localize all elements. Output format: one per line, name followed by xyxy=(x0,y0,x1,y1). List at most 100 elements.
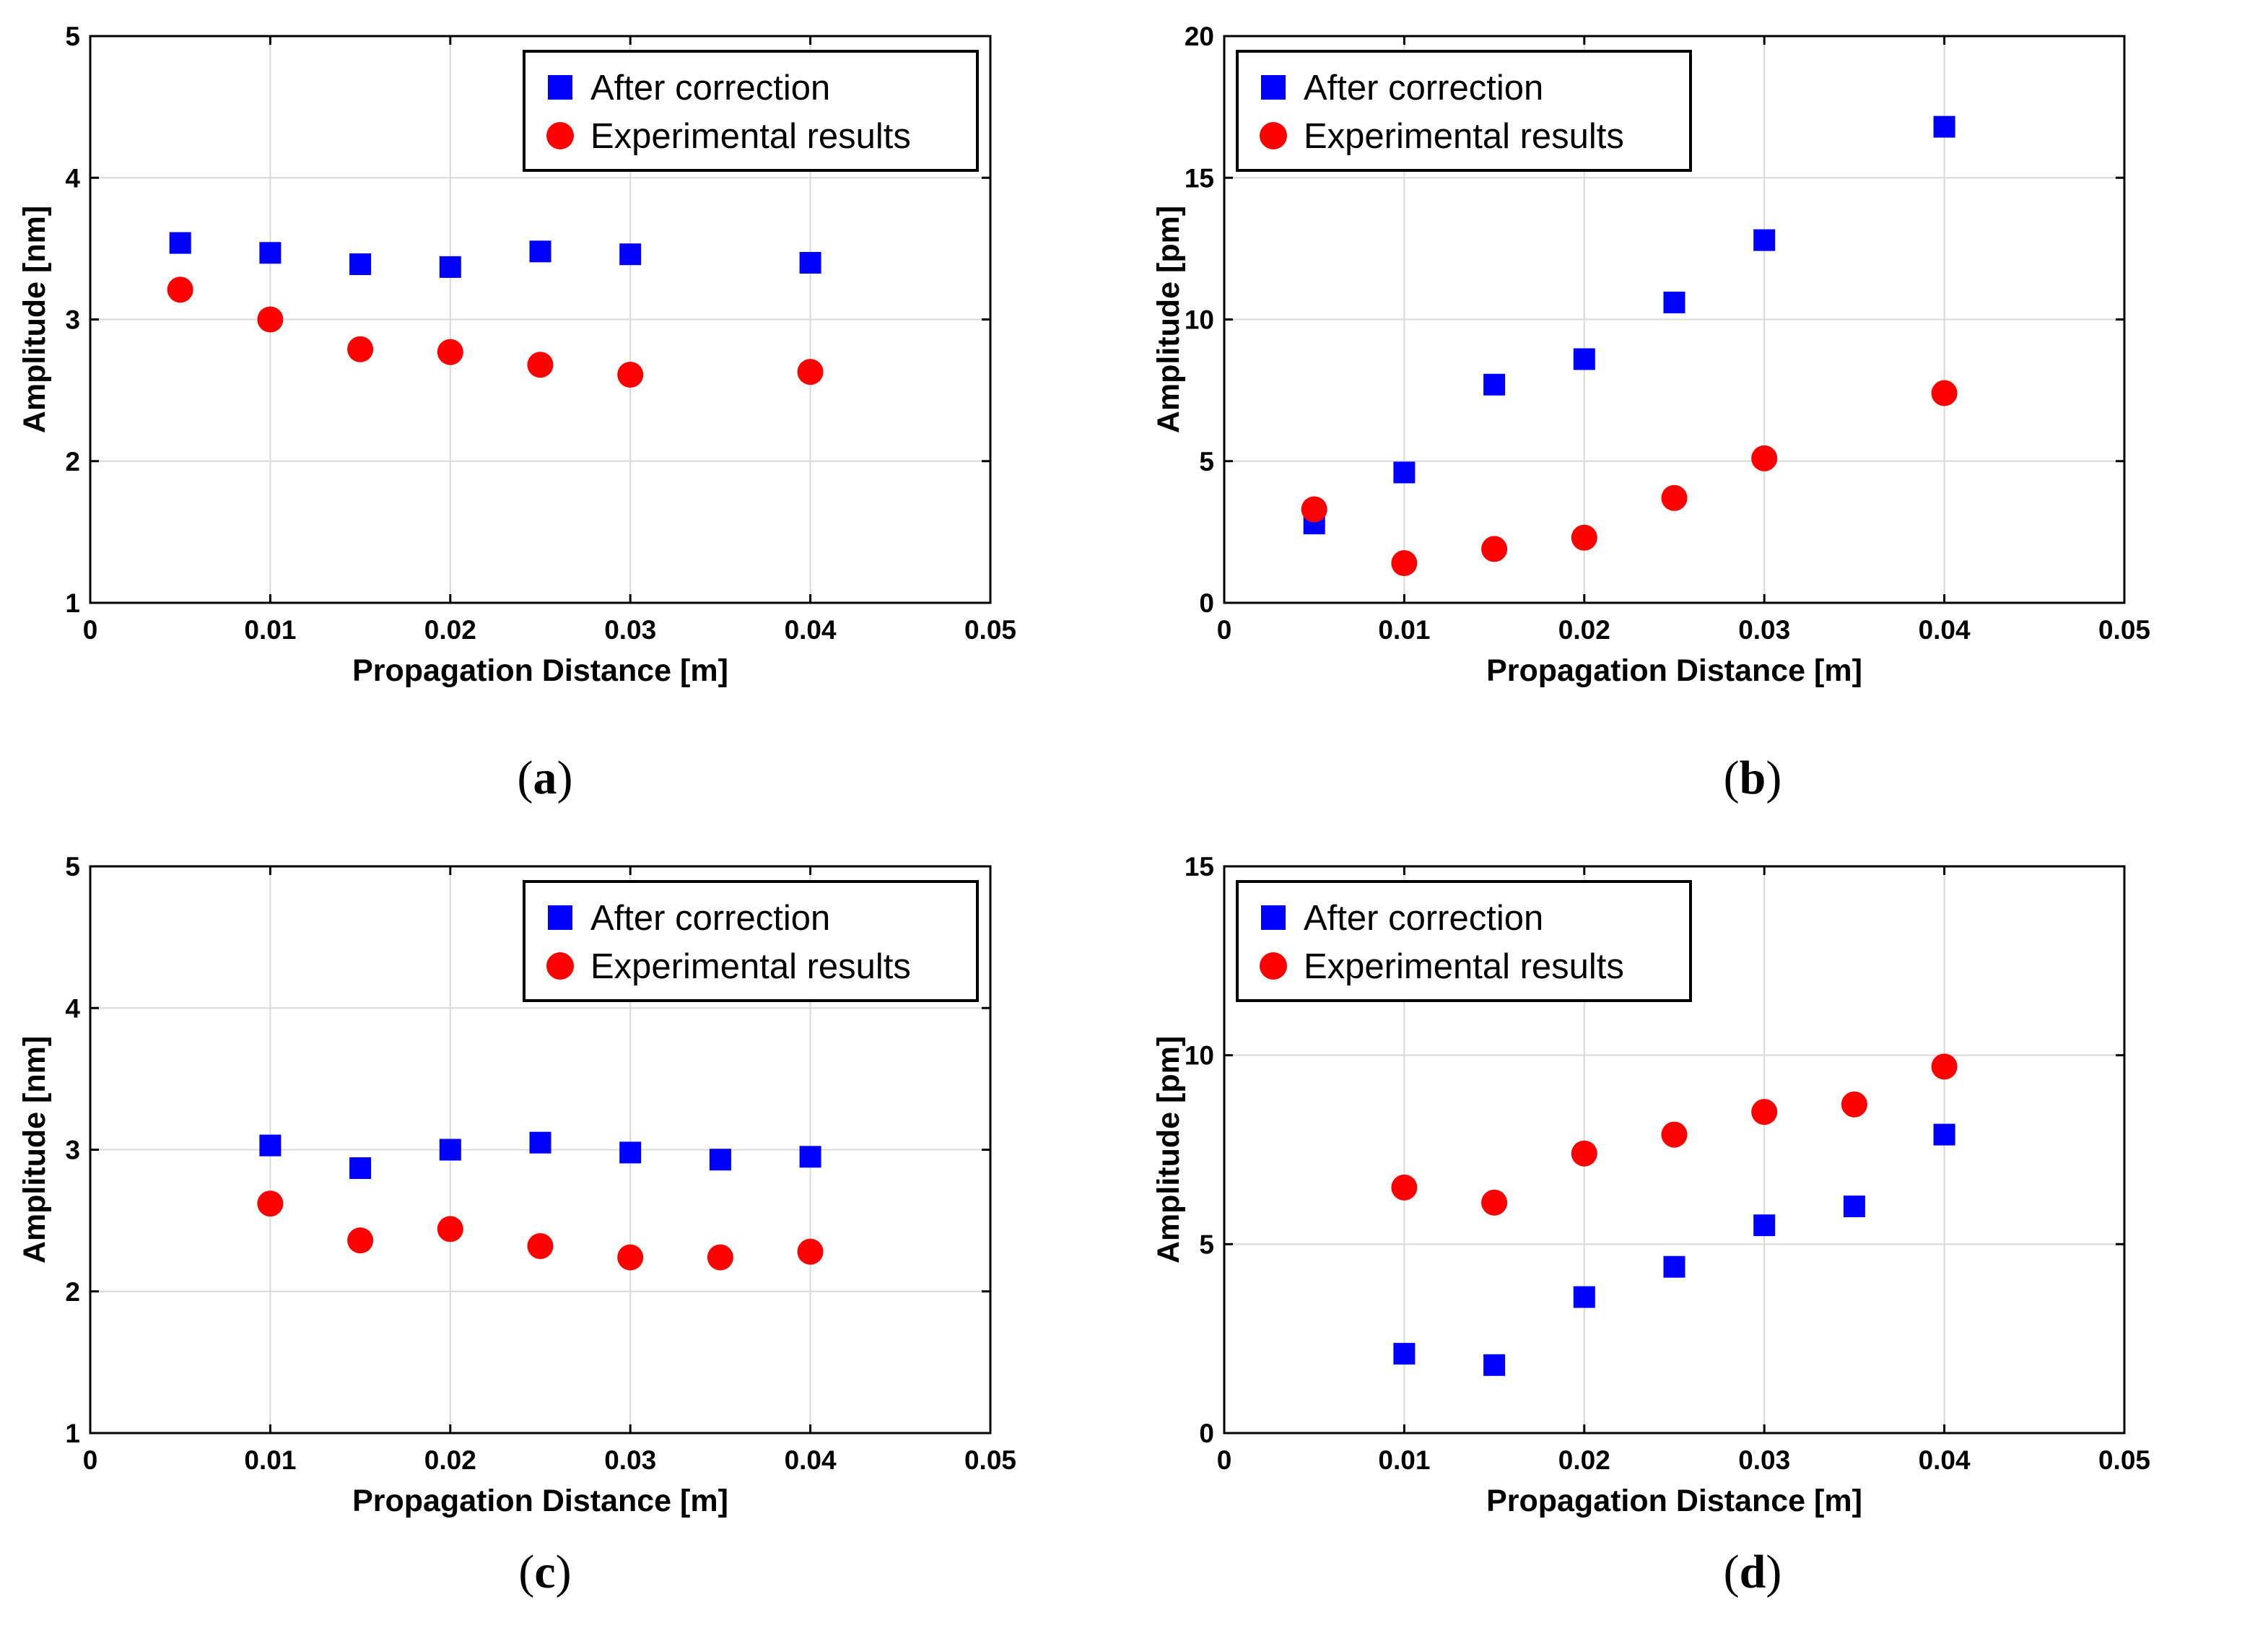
y-tick-label: 4 xyxy=(65,993,80,1023)
y-tick-label: 10 xyxy=(1185,1041,1214,1071)
chart-a: 0 0.01 0.02 0.03 0.04 0.05 1 2 3 4 5 Propagation Di… xyxy=(17,22,1016,688)
data-point-experimental xyxy=(257,306,284,333)
x-axis-label: Propagation Distance [m] xyxy=(1486,653,1862,688)
x-axis-label: Propagation Distance [m] xyxy=(352,653,728,688)
data-point-after-correction xyxy=(1663,1255,1685,1278)
y-tick-label: 4 xyxy=(65,163,80,193)
data-point-after-correction xyxy=(619,243,642,266)
y-axis-label: Amplitude [pm] xyxy=(1151,1036,1186,1263)
data-point-after-correction xyxy=(1933,116,1955,138)
legend-box xyxy=(523,880,979,1002)
legend-label: Experimental results xyxy=(590,117,911,156)
x-tick-label: 0.01 xyxy=(1378,615,1430,645)
data-point-experimental xyxy=(1751,1099,1778,1126)
data-point-after-correction xyxy=(709,1149,731,1171)
x-tick-label: 0.05 xyxy=(964,1445,1016,1475)
data-point-experimental xyxy=(527,1232,554,1259)
data-point-after-correction xyxy=(1483,373,1506,396)
data-point-experimental xyxy=(1661,1121,1688,1148)
data-point-after-correction xyxy=(1753,1214,1776,1237)
legend-box xyxy=(1236,50,1692,172)
y-tick-label: 10 xyxy=(1185,305,1214,335)
legend-marker-square xyxy=(548,75,572,100)
data-point-experimental xyxy=(437,1216,463,1242)
data-point-experimental xyxy=(1481,536,1508,562)
x-tick-label: 0.01 xyxy=(244,1445,296,1475)
legend-marker-square xyxy=(1261,75,1286,100)
data-point-after-correction xyxy=(799,1146,821,1168)
legend-label: After correction xyxy=(590,899,830,938)
x-axis-label: Propagation Distance [m] xyxy=(352,1484,728,1518)
legend-marker-square xyxy=(548,905,572,930)
x-tick-label: 0.05 xyxy=(964,615,1016,645)
caption-b: (b) xyxy=(1723,752,1782,804)
data-point-experimental xyxy=(617,1244,644,1271)
caption-a: (a) xyxy=(517,752,573,804)
data-point-experimental xyxy=(617,362,644,388)
legend-label: After correction xyxy=(1304,69,1543,108)
data-point-after-correction xyxy=(1933,1123,1955,1146)
x-tick-label: 0.03 xyxy=(604,1445,656,1475)
x-tick-label: 0.04 xyxy=(785,615,837,645)
data-point-after-correction xyxy=(1393,1343,1416,1365)
x-axis-label: Propagation Distance [m] xyxy=(1486,1484,1862,1518)
x-tick-label: 0.03 xyxy=(604,615,656,645)
y-tick-label: 0 xyxy=(1199,1419,1214,1448)
data-point-after-correction xyxy=(349,1157,372,1180)
y-tick-label: 1 xyxy=(65,1419,80,1448)
data-point-experimental xyxy=(797,1238,824,1265)
data-point-after-correction xyxy=(1843,1196,1865,1217)
legend: After correction Experimental results xyxy=(1236,50,1692,172)
legend-marker-square xyxy=(1261,905,1286,930)
x-tick-label: 0.01 xyxy=(1378,1445,1430,1475)
x-tick-label: 0.04 xyxy=(785,1445,837,1475)
x-tick-label: 0 xyxy=(83,1445,98,1475)
data-point-after-correction xyxy=(1393,461,1416,484)
x-tick-label: 0.02 xyxy=(1558,615,1610,645)
y-tick-label: 3 xyxy=(65,1136,80,1165)
axes-frame xyxy=(1223,865,2126,1435)
y-axis-label: Amplitude [nm] xyxy=(17,206,52,433)
legend: After correction Experimental results xyxy=(523,880,979,1002)
data-point-experimental xyxy=(797,359,824,386)
legend-marker-circle xyxy=(546,122,574,149)
x-tick-label: 0.03 xyxy=(1738,615,1790,645)
legend-label: Experimental results xyxy=(1304,947,1624,986)
x-tick-label: 0.01 xyxy=(244,615,296,645)
caption-c: (c) xyxy=(518,1546,572,1598)
x-tick-label: 0 xyxy=(83,615,98,645)
y-tick-label: 20 xyxy=(1185,22,1214,51)
data-point-experimental xyxy=(1571,1140,1597,1167)
data-point-after-correction xyxy=(259,242,282,264)
data-point-experimental xyxy=(1931,1053,1958,1080)
x-tick-label: 0.05 xyxy=(2098,615,2150,645)
data-point-experimental xyxy=(707,1244,733,1271)
data-point-after-correction xyxy=(1663,291,1685,313)
x-tick-label: 0.03 xyxy=(1738,1445,1790,1475)
data-point-experimental xyxy=(1931,380,1958,406)
y-tick-label: 5 xyxy=(1199,447,1214,476)
chart-d: 0 0.01 0.02 0.03 0.04 0.05 0 5 10 15 Propagation D… xyxy=(1151,852,2150,1518)
y-tick-label: 5 xyxy=(1199,1229,1214,1259)
data-point-experimental xyxy=(437,339,463,365)
y-axis-label: Amplitude [pm] xyxy=(1151,206,1186,433)
y-tick-label: 3 xyxy=(65,305,80,335)
y-tick-label: 5 xyxy=(65,852,80,882)
x-tick-label: 0.02 xyxy=(424,1445,476,1475)
y-tick-label: 5 xyxy=(65,22,80,51)
data-point-after-correction xyxy=(1753,229,1776,251)
legend-box xyxy=(523,50,979,172)
data-point-experimental xyxy=(347,1227,374,1254)
data-point-experimental xyxy=(1481,1189,1508,1216)
legend: After correction Experimental results xyxy=(1236,880,1692,1002)
data-point-experimental xyxy=(1571,524,1597,551)
data-point-experimental xyxy=(527,352,554,378)
y-tick-label: 2 xyxy=(65,1277,80,1307)
x-tick-label: 0.04 xyxy=(1919,615,1971,645)
legend-marker-circle xyxy=(546,952,574,980)
legend-box xyxy=(1236,880,1692,1002)
legend-label: After correction xyxy=(1304,899,1543,938)
data-point-experimental xyxy=(1301,496,1327,523)
x-tick-label: 0 xyxy=(1217,615,1232,645)
data-point-experimental xyxy=(1391,1174,1418,1201)
